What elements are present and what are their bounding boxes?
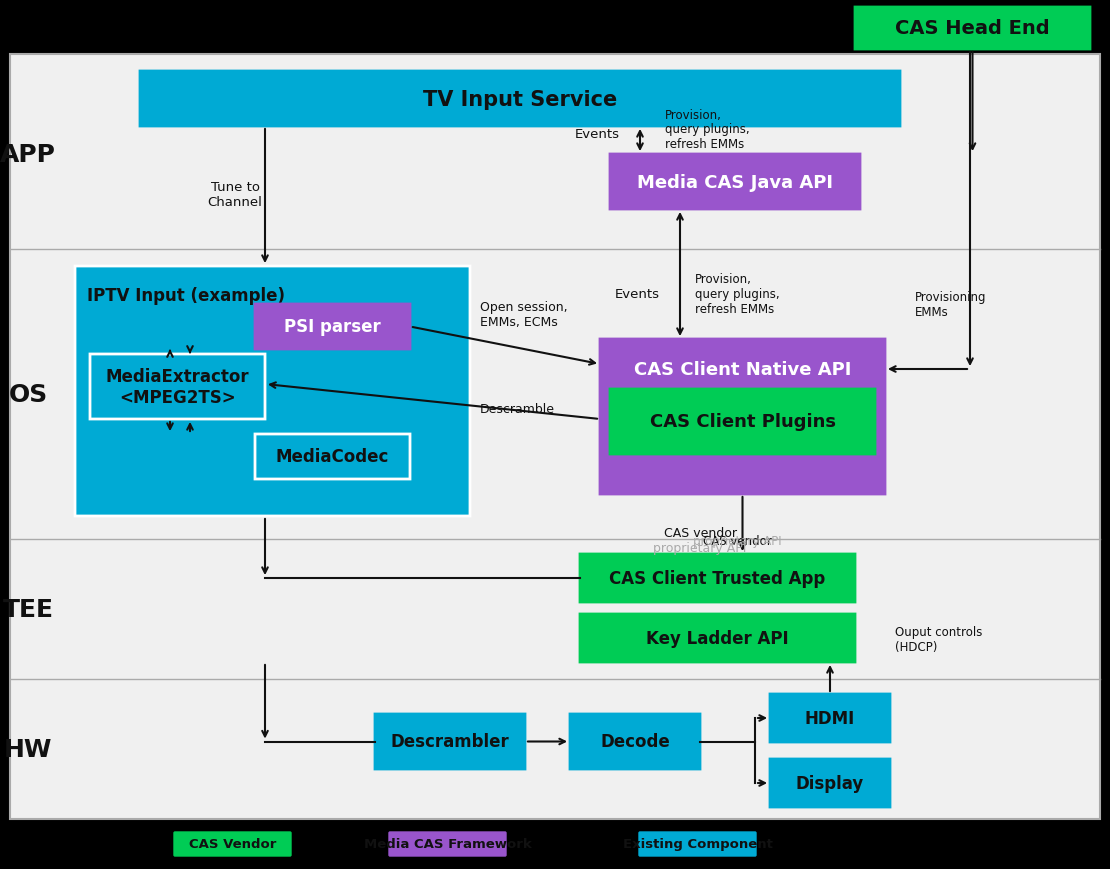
Text: Descramble: Descramble [480, 403, 555, 416]
Text: HDMI: HDMI [805, 709, 855, 727]
FancyBboxPatch shape [388, 832, 506, 856]
Text: proprietary API: proprietary API [654, 541, 747, 554]
FancyBboxPatch shape [610, 155, 860, 209]
Text: CAS Head End: CAS Head End [895, 19, 1050, 38]
Text: Provision,
query plugins,
refresh EMMs: Provision, query plugins, refresh EMMs [665, 109, 749, 151]
Text: CAS vendor: CAS vendor [664, 527, 737, 540]
FancyBboxPatch shape [639, 832, 756, 856]
Text: Ouput controls
(HDCP): Ouput controls (HDCP) [895, 626, 982, 653]
FancyBboxPatch shape [770, 760, 890, 807]
FancyBboxPatch shape [610, 389, 875, 454]
FancyBboxPatch shape [75, 267, 470, 516]
Text: Descrambler: Descrambler [391, 733, 509, 751]
FancyBboxPatch shape [601, 340, 885, 494]
FancyBboxPatch shape [855, 8, 1090, 50]
Text: Open session,
EMMs, ECMs: Open session, EMMs, ECMs [480, 301, 567, 328]
Text: Decode: Decode [601, 733, 669, 751]
FancyBboxPatch shape [90, 355, 265, 420]
Text: Media CAS Java API: Media CAS Java API [637, 173, 832, 191]
FancyBboxPatch shape [375, 714, 525, 769]
FancyBboxPatch shape [581, 554, 855, 602]
Text: Events: Events [615, 289, 660, 302]
Text: TEE: TEE [2, 597, 53, 621]
Text: MediaExtractor
<MPEG2TS>: MediaExtractor <MPEG2TS> [105, 368, 250, 407]
Text: Display: Display [796, 774, 864, 792]
FancyBboxPatch shape [174, 832, 291, 856]
Text: Events: Events [575, 129, 620, 142]
Text: HW: HW [3, 737, 52, 761]
Text: MediaCodec: MediaCodec [275, 448, 390, 466]
Text: Key Ladder API: Key Ladder API [646, 629, 789, 647]
Text: proprietary API: proprietary API [693, 520, 781, 547]
Text: OS: OS [9, 382, 48, 407]
Text: CAS Client Plugins: CAS Client Plugins [649, 413, 836, 431]
Text: IPTV Input (example): IPTV Input (example) [87, 287, 285, 305]
FancyBboxPatch shape [255, 434, 410, 480]
Text: Provisioning
EMMs: Provisioning EMMs [915, 290, 987, 319]
Text: PSI parser: PSI parser [284, 318, 381, 336]
Text: Provision,
query plugins,
refresh EMMs: Provision, query plugins, refresh EMMs [695, 273, 779, 316]
Text: Media CAS Framework: Media CAS Framework [364, 838, 532, 851]
Text: Existing Component: Existing Component [623, 838, 773, 851]
FancyBboxPatch shape [571, 714, 700, 769]
Text: TV Input Service: TV Input Service [423, 90, 617, 109]
Text: CAS Client Trusted App: CAS Client Trusted App [609, 569, 826, 587]
FancyBboxPatch shape [255, 305, 410, 349]
FancyBboxPatch shape [140, 72, 900, 127]
Text: CAS Vendor: CAS Vendor [189, 838, 276, 851]
FancyBboxPatch shape [581, 614, 855, 662]
Bar [10, 55, 1100, 819]
Text: APP: APP [0, 143, 56, 167]
Text: CAS vendor: CAS vendor [703, 534, 771, 547]
FancyBboxPatch shape [770, 694, 890, 742]
Text: Tune to
Channel: Tune to Channel [208, 181, 262, 209]
Text: CAS Client Native API: CAS Client Native API [634, 361, 851, 379]
